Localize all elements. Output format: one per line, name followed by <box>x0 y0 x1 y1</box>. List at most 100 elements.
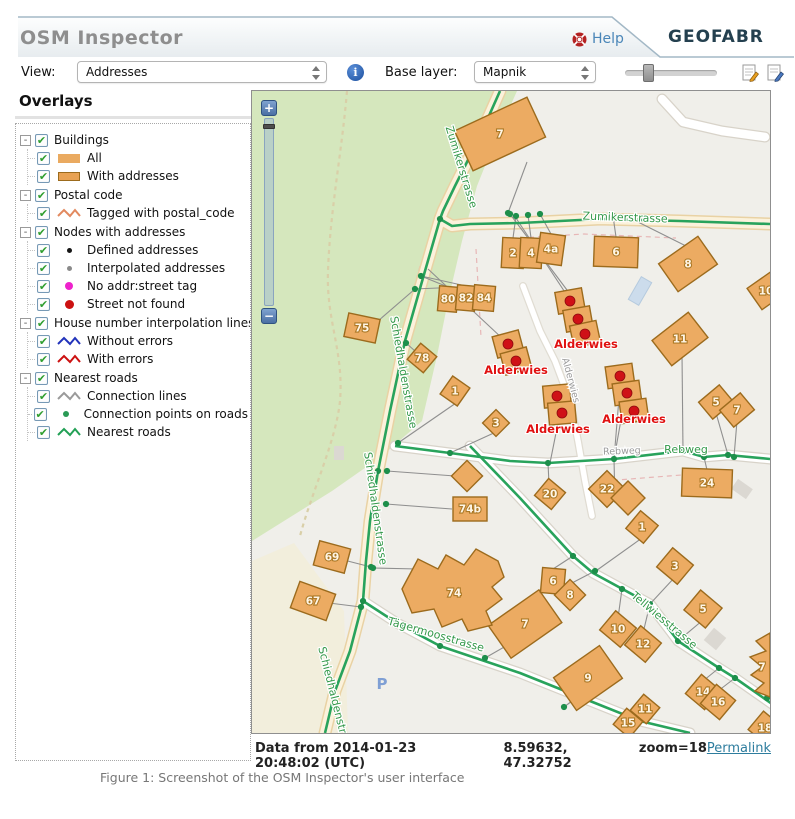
overlay-group-children: ✔ Defined addresses ✔ Interpolated addresse… <box>27 241 248 313</box>
building <box>612 707 644 733</box>
collapse-expander-icon[interactable]: - <box>20 134 31 146</box>
connection-line <box>569 570 596 585</box>
house-number-label: 84 <box>477 293 492 305</box>
overlay-item-row: ✔ All <box>37 149 248 167</box>
overlay-checkbox[interactable]: ✔ <box>37 279 50 293</box>
house-number-label: 80 <box>441 294 456 306</box>
connection-line <box>549 422 559 464</box>
app-title: OSM Inspector <box>20 27 184 49</box>
overlay-group-row: - ✔ Nodes with addresses <box>20 223 248 241</box>
street-not-found-dot <box>551 390 563 402</box>
nearest-road-line <box>323 218 442 733</box>
overlay-group-label: Nodes with addresses <box>54 225 186 239</box>
connection-point-dot <box>724 451 732 459</box>
help-label: Help <box>592 31 624 47</box>
connection-point-dot <box>506 210 514 218</box>
overlay-group-label: Nearest roads <box>54 371 138 385</box>
house-number-label: 8 <box>566 590 573 602</box>
overlay-item-label: Street not found <box>87 297 186 311</box>
overlay-checkbox[interactable]: ✔ <box>37 389 50 403</box>
building <box>535 231 567 267</box>
zoom-in-button[interactable]: + <box>261 100 277 116</box>
permalink-link[interactable]: Permalink <box>706 741 771 756</box>
zoom-out-button[interactable]: − <box>261 308 277 324</box>
info-icon[interactable]: i <box>347 64 364 81</box>
building <box>651 311 709 367</box>
edit-in-josm-icon[interactable] <box>742 64 759 82</box>
building <box>746 271 770 311</box>
building <box>471 283 497 313</box>
legend-dot-icon <box>56 247 82 253</box>
building <box>623 624 663 664</box>
overlay-item-row: ✔ Connection points on roads <box>33 405 248 423</box>
house-number-label: 5 <box>699 604 706 616</box>
collapse-expander-icon[interactable]: - <box>20 372 31 384</box>
overlay-checkbox[interactable]: ✔ <box>37 151 50 165</box>
overlay-item-row: ✔ Connection lines <box>37 387 248 405</box>
map-canvas[interactable]: 7 2 4 4a 6 8 80 82 84 75 78 11 1 3 5 7 10 74b 69 67 7 9 6 8 20 22… <box>251 90 771 734</box>
overlay-item-row: ✔ With addresses <box>37 167 248 185</box>
overlay-checkbox[interactable]: ✔ <box>37 334 50 348</box>
overlay-checkbox[interactable]: ✔ <box>33 407 47 421</box>
overlay-checkbox[interactable]: ✔ <box>35 225 48 239</box>
legend-dot-icon <box>53 411 79 417</box>
connection-point-dot <box>544 459 552 467</box>
edit-in-potlatch-icon[interactable] <box>767 64 784 82</box>
overlay-item-label: Connection points on roads <box>83 407 248 421</box>
map-zoom-control: + − <box>261 100 278 324</box>
house-number-label: 1 <box>638 522 645 534</box>
building <box>680 467 734 499</box>
overlay-checkbox[interactable]: ✔ <box>37 352 50 366</box>
building <box>748 632 770 698</box>
house-number-label: 67 <box>306 596 321 608</box>
building <box>747 710 770 733</box>
street-not-found-dot <box>579 328 591 340</box>
connection-point-dot <box>569 552 577 560</box>
overlay-checkbox[interactable]: ✔ <box>35 188 48 202</box>
overlays-heading: Overlays <box>15 90 251 119</box>
overlay-checkbox[interactable]: ✔ <box>37 297 50 311</box>
overlay-checkbox[interactable]: ✔ <box>37 261 50 275</box>
overlays-panel: Overlays - ✔ Buildings ✔ All ✔ With addresses -… <box>15 90 251 761</box>
connection-line <box>420 275 449 288</box>
connection-line <box>385 503 453 510</box>
overlay-checkbox[interactable]: ✔ <box>35 371 48 385</box>
building <box>655 546 695 586</box>
house-number-label: 7 <box>758 662 765 674</box>
view-select[interactable]: Addresses <box>77 61 327 83</box>
collapse-expander-icon[interactable]: - <box>20 189 31 201</box>
zoom-slider-track[interactable] <box>263 118 275 306</box>
street-name-label: Rebweg <box>603 445 641 457</box>
opacity-slider-handle[interactable] <box>643 64 654 82</box>
building <box>481 408 511 438</box>
house-number-label: 10 <box>611 624 626 636</box>
house-number-label: 3 <box>671 561 678 573</box>
opacity-slider[interactable] <box>625 64 717 82</box>
connection-point-dot <box>374 467 382 475</box>
house-number-label: 74b <box>459 504 482 516</box>
zoom-slider-handle[interactable] <box>263 124 275 129</box>
street-not-found-label: Alderwies <box>554 337 618 351</box>
connection-point-dot <box>700 453 708 461</box>
connection-line <box>631 218 689 248</box>
collapse-expander-icon[interactable]: - <box>20 226 31 238</box>
overlay-checkbox[interactable]: ✔ <box>37 169 50 183</box>
overlay-group-row: - ✔ Buildings <box>20 131 248 149</box>
help-link[interactable]: Help <box>572 31 624 47</box>
overlay-group-children: ✔ Connection lines ✔ Connection points on r… <box>27 387 248 441</box>
house-number-label: 4a <box>544 244 558 256</box>
overlay-checkbox[interactable]: ✔ <box>35 133 48 147</box>
overlay-checkbox[interactable]: ✔ <box>35 316 48 330</box>
connection-point-dot <box>536 210 544 218</box>
street-not-found-dot <box>502 338 514 350</box>
overlay-checkbox[interactable]: ✔ <box>37 243 50 257</box>
overlay-checkbox[interactable]: ✔ <box>37 206 50 220</box>
base-layer-select[interactable]: Mapnik <box>474 61 596 83</box>
connection-point-dot <box>731 674 739 682</box>
house-number-label: 10 <box>759 286 770 298</box>
overlay-checkbox[interactable]: ✔ <box>37 425 50 439</box>
legend-swatch-icon <box>56 171 82 181</box>
connection-point-dot <box>394 439 402 447</box>
collapse-expander-icon[interactable]: - <box>20 317 31 329</box>
connection-point-dot <box>369 564 377 572</box>
